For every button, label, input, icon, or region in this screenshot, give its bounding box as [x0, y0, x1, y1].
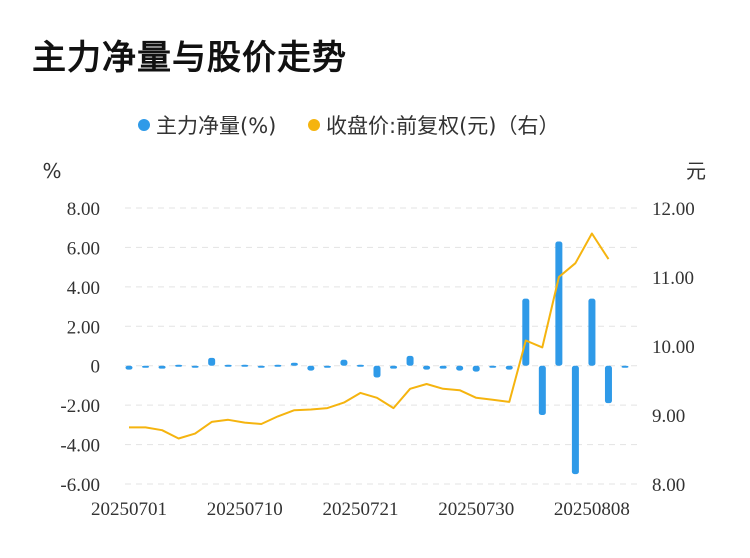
y-left-tick-label: 6.00 [67, 238, 100, 259]
bar [555, 241, 563, 366]
bar [257, 365, 265, 368]
bar [538, 365, 546, 415]
bar [142, 365, 150, 368]
x-tick-label: 20250730 [438, 499, 514, 520]
price-line [129, 232, 610, 440]
y-right-tick-label: 10.00 [652, 337, 695, 358]
legend: 主力净量(%) 收盘价:前复权(元)（右） [138, 114, 559, 138]
bar [604, 365, 612, 404]
bar [175, 364, 183, 367]
y-right-tick-label: 9.00 [652, 406, 685, 427]
bar-series [125, 241, 629, 475]
y-left-tick-label: -6.00 [60, 475, 100, 496]
bar [390, 365, 398, 369]
bar [290, 362, 298, 366]
y-left-tick-label: 8.00 [67, 199, 100, 220]
bar [191, 365, 199, 368]
bar [158, 365, 166, 369]
bar [323, 365, 331, 368]
y-left-tick-label: -2.00 [60, 396, 100, 417]
legend-marker-line [308, 119, 320, 131]
bar [571, 365, 579, 475]
bar [125, 365, 133, 370]
x-tick-label: 20250710 [207, 499, 283, 520]
bar [224, 364, 232, 367]
chart-title: 主力净量与股价走势 [32, 38, 347, 78]
grid-lines [125, 207, 640, 485]
bar [373, 365, 381, 378]
bar [588, 298, 596, 366]
bar [472, 365, 480, 372]
line-series [129, 232, 610, 440]
y-left-tick-label: 0 [91, 357, 101, 378]
bar [439, 365, 447, 369]
y-left-tick-label: 2.00 [67, 317, 100, 338]
y-left-tick-label: -4.00 [60, 436, 100, 457]
bar [241, 364, 249, 367]
y-right-tick-label: 8.00 [652, 475, 685, 496]
y-right-tick-label: 12.00 [652, 199, 695, 220]
legend-label: 主力净量(%) [156, 114, 276, 138]
y-left-unit: % [42, 159, 61, 183]
x-tick-label: 20250701 [91, 499, 167, 520]
bar [208, 357, 216, 366]
bar [621, 365, 629, 368]
bar [356, 364, 364, 367]
y-right-unit: 元 [686, 159, 706, 183]
bar [489, 365, 497, 368]
axes: 8.00 6.00 4.00 2.00 0 -2.00 -4.00 -6.00 12.00 11.… [42, 159, 706, 520]
bar [340, 359, 348, 366]
x-tick-label: 20250721 [322, 499, 398, 520]
legend-label: 收盘价:前复权(元)（右） [326, 114, 559, 138]
bar [456, 365, 464, 371]
bar [505, 365, 513, 370]
bar [522, 298, 530, 366]
bar [274, 364, 282, 367]
legend-marker-bar [138, 119, 150, 131]
bar [406, 355, 414, 366]
y-left-tick-label: 4.00 [67, 278, 100, 299]
bar [307, 365, 315, 371]
y-right-tick-label: 11.00 [652, 268, 694, 289]
x-tick-label: 20250808 [554, 499, 630, 520]
bar [423, 365, 431, 370]
